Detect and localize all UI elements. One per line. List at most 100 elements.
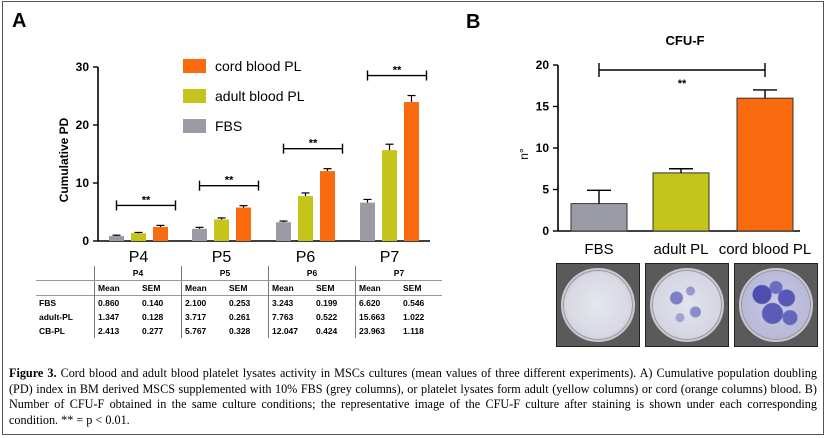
chart-b-title: CFU-F (666, 33, 705, 48)
chart-b-bar (570, 203, 628, 232)
chart-a-category-label: P4 (129, 249, 149, 266)
panel-a-label: A (12, 10, 26, 32)
chart-a-legend-swatch (183, 89, 206, 103)
figure-caption: Figure 3. Cord blood and adult blood pla… (9, 366, 817, 428)
chart-b-significance-label: ** (678, 78, 687, 90)
table-col-sem: SEM (142, 283, 161, 293)
table-cell: 0.277 (142, 326, 164, 336)
table-cell: 15.663 (355, 310, 400, 324)
stats-table: P4 P5 P6 P7 Mean SEM Mean SEM Mean SEM M… (36, 266, 442, 338)
chart-a-bar (153, 227, 168, 241)
table-cell: 0.199 (316, 298, 338, 308)
table-cell: 0.328 (229, 326, 251, 336)
chart-a-y-tick-label: 30 (76, 60, 90, 74)
table-cell: 7.763 (268, 310, 313, 324)
chart-a-bar (109, 236, 124, 241)
cfu-plate-adult (645, 263, 729, 347)
table-col-mean: Mean (355, 280, 400, 296)
table-cell: 0.860 (94, 295, 139, 310)
chart-b-bar (736, 97, 794, 232)
chart-b-y-tick-label: 15 (536, 100, 550, 114)
table-header-row: Mean SEM Mean SEM Mean SEM Mean SEM (36, 280, 442, 296)
caption-text: Cord blood and adult blood platelet lysa… (9, 366, 817, 427)
chart-a-legend-swatch (183, 59, 206, 73)
chart-a-significance-label: ** (393, 65, 402, 77)
table-group-label: P5 (181, 266, 269, 281)
chart-a-legend-swatch (183, 119, 206, 133)
table-row-label: adult-PL (39, 312, 73, 322)
chart-a-significance-label: ** (225, 175, 234, 187)
chart-b-bar (652, 172, 710, 232)
table-cell: 0.424 (316, 326, 338, 336)
chart-a-category-label: P7 (380, 249, 400, 266)
table-cell: 2.413 (94, 324, 139, 338)
chart-a-bar (404, 102, 419, 241)
chart-a: Cumulative PD 0 10 20 30 ** ** ** ** cord bloo… (57, 58, 430, 266)
chart-a-y-tick-label: 0 (82, 234, 89, 248)
table-cell: 0.140 (142, 298, 164, 308)
table-cell: 23.963 (355, 324, 400, 338)
table-col-sem: SEM (403, 283, 422, 293)
table-cell: 6.620 (355, 295, 400, 310)
table-cell: 12.047 (268, 324, 313, 338)
chart-a-ylabel: Cumulative PD (57, 117, 71, 202)
table-cell: 3.243 (268, 295, 313, 310)
table-cell: 5.767 (181, 324, 226, 338)
table-row-label: FBS (39, 298, 56, 308)
chart-a-bar (131, 233, 146, 241)
table-cell: 2.100 (181, 295, 226, 310)
table-col-mean: Mean (94, 280, 139, 296)
chart-b-ylabel: n° (517, 148, 531, 160)
chart-a-y-tick-label: 10 (76, 176, 90, 190)
chart-a-bar (360, 202, 375, 241)
table-col-mean: Mean (181, 280, 226, 296)
dish-image (739, 268, 813, 342)
chart-a-bar (276, 222, 291, 241)
chart-b: CFU-F n° 0 5 10 15 20 ** FBS adult PL cord blo… (517, 33, 811, 258)
dish-image (561, 268, 635, 342)
chart-b-y-tick-label: 20 (536, 58, 550, 72)
panel-b-label: B (466, 11, 480, 33)
table-cell: 0.253 (229, 298, 251, 308)
chart-b-y-tick-label: 5 (542, 183, 549, 197)
table-cell: 1.118 (403, 326, 424, 336)
table-col-mean: Mean (268, 280, 313, 296)
chart-a-significance-label: ** (309, 138, 318, 150)
chart-a-bar (236, 207, 251, 241)
chart-b-category-label: FBS (584, 241, 613, 258)
table-col-sem: SEM (316, 283, 335, 293)
table-cell: 1.022 (403, 312, 425, 322)
chart-a-legend-label: FBS (215, 118, 242, 134)
chart-a-significance-label: ** (142, 194, 151, 206)
table-col-sem: SEM (229, 283, 248, 293)
table-cell: 0.261 (229, 312, 251, 322)
table-cell: 0.128 (142, 312, 164, 322)
table-row-label: CB-PL (39, 326, 65, 336)
cfu-plate-fbs (556, 263, 640, 347)
table-group-label: P7 (355, 266, 442, 281)
chart-b-y-tick-label: 10 (536, 141, 550, 155)
caption-label: Figure 3. (9, 366, 57, 380)
table-header-passage-row: P4 P5 P6 P7 (36, 266, 442, 281)
table-cell: 1.347 (94, 310, 139, 324)
table-cell: 0.546 (403, 298, 425, 308)
table-group-label: P6 (268, 266, 356, 281)
chart-a-bar (382, 150, 397, 241)
table-cell: 0.522 (316, 312, 338, 322)
chart-a-category-label: P5 (212, 249, 232, 266)
chart-b-category-label: adult PL (653, 241, 708, 258)
table-row: adult-PL 1.347 0.128 3.717 0.261 7.763 0.522 15… (36, 310, 442, 324)
chart-a-bar (192, 228, 207, 241)
table-group-label: P4 (94, 266, 182, 281)
chart-b-y-tick-label: 0 (542, 224, 549, 238)
chart-a-category-label: P6 (296, 249, 316, 266)
cfu-plate-cord (734, 263, 818, 347)
table-cell: 3.717 (181, 310, 226, 324)
chart-a-bar (320, 171, 335, 241)
chart-b-category-label: cord blood PL (719, 241, 812, 258)
chart-a-y-tick-label: 20 (76, 118, 90, 132)
chart-a-bar (298, 195, 313, 241)
table-row: FBS 0.860 0.140 2.100 0.253 3.243 0.199 6.620 0.… (36, 295, 442, 310)
